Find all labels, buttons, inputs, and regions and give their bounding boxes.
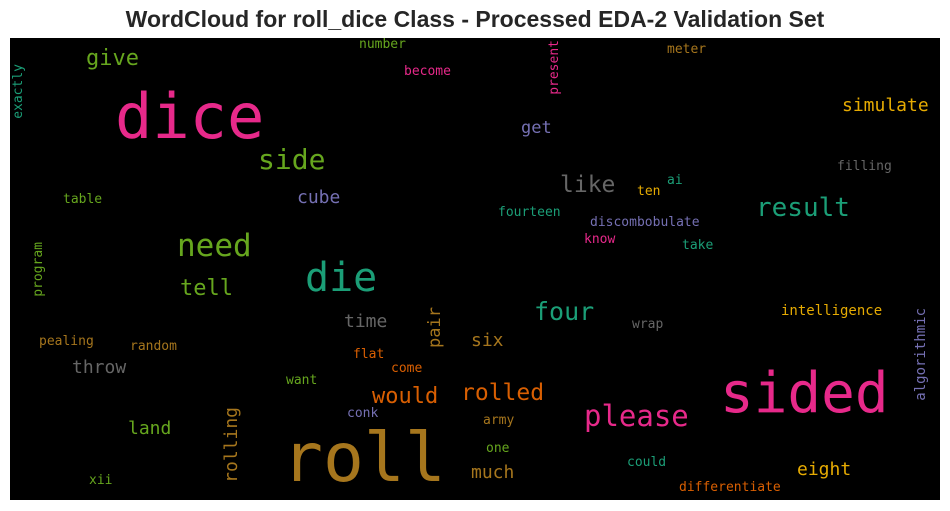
word-ten: ten <box>637 184 661 199</box>
word-land: land <box>128 418 172 439</box>
word-eight: eight <box>797 459 852 480</box>
word-much: much <box>471 462 515 483</box>
word-tell: tell <box>180 276 233 301</box>
word-take: take <box>682 238 714 253</box>
word-number: number <box>359 38 406 52</box>
word-rolling: rolling <box>221 407 242 483</box>
word-like: like <box>560 172 616 198</box>
word-exactly: exactly <box>11 64 26 119</box>
word-random: random <box>130 339 177 354</box>
chart-title: WordCloud for roll_dice Class - Processe… <box>125 6 825 32</box>
word-come: come <box>391 361 423 376</box>
word-ai: ai <box>667 173 683 188</box>
word-roll: roll <box>282 419 446 498</box>
word-army: army <box>483 413 515 428</box>
word-time: time <box>344 311 388 332</box>
word-please: please <box>584 399 689 433</box>
word-differentiate: differentiate <box>679 480 781 495</box>
word-result: result <box>756 193 850 223</box>
word-sided: sided <box>720 361 889 426</box>
word-become: become <box>404 64 451 79</box>
word-know: know <box>584 232 616 247</box>
word-die: die <box>305 255 378 301</box>
word-rolled: rolled <box>461 380 545 406</box>
word-throw: throw <box>72 357 127 378</box>
word-present: present <box>547 40 562 95</box>
word-would: would <box>372 384 439 409</box>
word-discombobulate: discombobulate <box>590 215 700 230</box>
word-need: need <box>177 228 252 264</box>
word-filling: filling <box>837 159 892 174</box>
word-pair: pair <box>425 307 445 348</box>
word-intelligence: intelligence <box>781 303 883 319</box>
word-get: get <box>521 118 552 138</box>
word-six: six <box>471 330 504 351</box>
word-conk: conk <box>347 406 379 421</box>
word-pealing: pealing <box>39 334 94 349</box>
word-simulate: simulate <box>842 95 929 116</box>
word-flat: flat <box>353 347 385 362</box>
word-wrap: wrap <box>632 317 664 332</box>
word-program: program <box>31 242 46 297</box>
word-could: could <box>627 455 667 470</box>
word-four: four <box>534 297 595 326</box>
word-fourteen: fourteen <box>498 205 561 220</box>
word-cube: cube <box>297 187 341 208</box>
word-meter: meter <box>667 42 707 57</box>
word-xii: xii <box>89 473 113 488</box>
wordcloud-canvas: dice roll sided die need side please result four… <box>10 38 940 500</box>
word-one: one <box>486 441 510 456</box>
word-table: table <box>63 192 103 207</box>
word-algorithmic: algorithmic <box>913 308 929 401</box>
word-dice: dice <box>115 80 265 153</box>
word-want: want <box>286 373 318 388</box>
word-side: side <box>258 143 326 176</box>
word-give: give <box>86 46 139 71</box>
